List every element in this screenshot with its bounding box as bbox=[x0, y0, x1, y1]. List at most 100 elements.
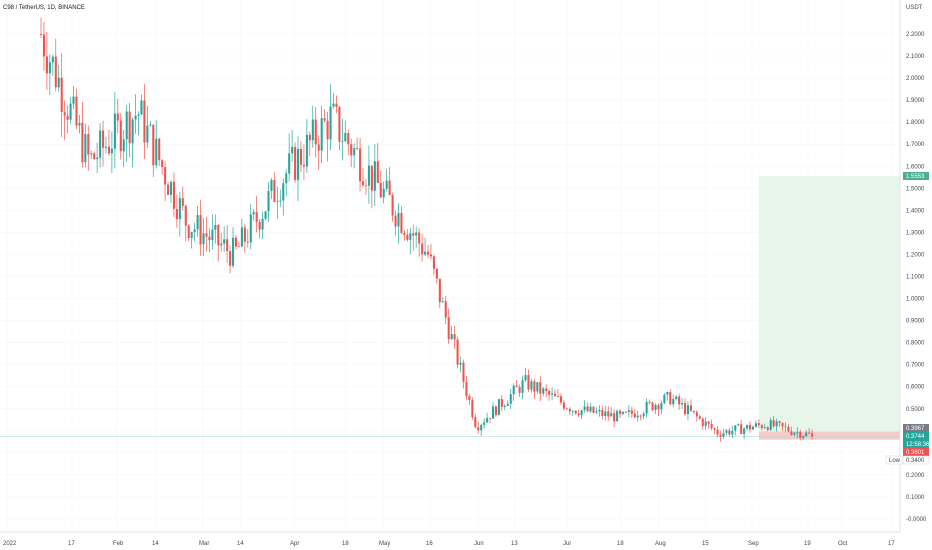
candle-body bbox=[72, 96, 75, 104]
candle-body bbox=[267, 191, 270, 212]
candle-body bbox=[169, 181, 173, 195]
x-tick-label: 17 bbox=[888, 541, 895, 547]
candle-body bbox=[397, 212, 400, 227]
x-tick-label: May bbox=[379, 541, 390, 547]
candle-body bbox=[766, 427, 769, 430]
candle-body bbox=[521, 380, 524, 393]
candle-body bbox=[456, 339, 459, 365]
x-tick-label: 15 bbox=[702, 541, 709, 547]
candle-body bbox=[237, 246, 240, 248]
candle-body bbox=[131, 119, 134, 144]
candle-body bbox=[719, 434, 722, 437]
candle-body bbox=[707, 421, 710, 424]
candle-body bbox=[87, 134, 90, 155]
time-axis[interactable]: 2022 17 Feb 14 Mar 14 Apr 18 May 16 Jun 13 Jul 18 Aug 1… bbox=[3, 541, 895, 547]
y-tick-label: 1.2000 bbox=[906, 252, 925, 258]
candle-body bbox=[636, 415, 639, 418]
candle-body bbox=[678, 396, 681, 405]
candle-body bbox=[716, 429, 719, 435]
candle-body bbox=[689, 405, 692, 411]
candle-body bbox=[793, 432, 796, 435]
candle-body bbox=[530, 381, 533, 390]
candle-body bbox=[415, 232, 418, 236]
candle-body bbox=[474, 417, 477, 428]
candle-body bbox=[243, 227, 246, 242]
candle-body bbox=[376, 161, 379, 183]
y-tick-label: 2.2000 bbox=[906, 32, 925, 38]
candle-body bbox=[524, 375, 527, 381]
candle-body bbox=[515, 385, 518, 388]
y-tick-label: 0.2000 bbox=[906, 473, 925, 479]
y-tick-label: 1.7000 bbox=[906, 142, 925, 148]
candle-body bbox=[551, 393, 554, 395]
candle-body bbox=[60, 77, 63, 112]
candle-body bbox=[784, 426, 787, 428]
candle-body bbox=[527, 375, 530, 390]
candle-body bbox=[329, 106, 332, 140]
candle-body bbox=[155, 138, 158, 166]
candle-body bbox=[429, 254, 433, 257]
candle-body bbox=[601, 409, 604, 416]
candle-body bbox=[432, 256, 435, 269]
candle-body bbox=[291, 147, 294, 154]
candle-body bbox=[181, 198, 184, 206]
price-marker-entry bbox=[903, 424, 929, 432]
candle-body bbox=[84, 134, 87, 163]
candle-body bbox=[347, 133, 350, 145]
y-tick-label: 1.6000 bbox=[906, 164, 925, 170]
candle-body bbox=[619, 410, 622, 414]
candle-body bbox=[382, 188, 385, 198]
candle-body bbox=[781, 422, 784, 427]
candle-body bbox=[116, 113, 119, 121]
candle-body bbox=[675, 396, 678, 400]
price-marker-label: 0.3967 bbox=[906, 426, 925, 432]
candle-body bbox=[344, 133, 347, 142]
candle-body bbox=[146, 125, 149, 143]
candle-body bbox=[214, 225, 217, 230]
candle-body bbox=[373, 161, 376, 191]
candle-body bbox=[568, 408, 571, 412]
candle-body bbox=[285, 173, 288, 184]
candle-body bbox=[695, 412, 698, 417]
candle-body bbox=[110, 148, 113, 154]
candle-body bbox=[51, 56, 54, 63]
y-tick-label: -0.0000 bbox=[906, 517, 927, 523]
candle-body bbox=[81, 122, 84, 163]
gridlines bbox=[0, 0, 900, 532]
candle-body bbox=[772, 420, 775, 427]
candle-body bbox=[202, 233, 205, 245]
candle-body bbox=[335, 103, 338, 107]
price-marker-target bbox=[903, 172, 929, 180]
candle-body bbox=[545, 388, 548, 391]
candle-body bbox=[403, 232, 406, 235]
candle-body bbox=[562, 402, 565, 409]
candlestick-series[interactable] bbox=[40, 17, 814, 442]
candle-body bbox=[787, 427, 790, 432]
candle-body bbox=[533, 381, 536, 392]
candle-body bbox=[93, 153, 96, 159]
candle-body bbox=[308, 134, 311, 141]
candle-body bbox=[78, 122, 81, 126]
candle-body bbox=[571, 410, 574, 412]
candle-body bbox=[480, 424, 483, 431]
candle-body bbox=[710, 423, 713, 429]
candle-body bbox=[657, 405, 660, 410]
candle-body bbox=[672, 399, 675, 405]
candle-body bbox=[607, 411, 610, 417]
candle-body bbox=[645, 401, 648, 414]
price-marker-stop bbox=[903, 448, 929, 456]
candle-body bbox=[491, 406, 495, 419]
candle-body bbox=[465, 381, 468, 397]
candle-body bbox=[740, 424, 743, 435]
candle-body bbox=[305, 134, 308, 167]
candle-body bbox=[435, 268, 438, 279]
candle-body bbox=[627, 410, 630, 413]
candle-body bbox=[125, 111, 128, 140]
candle-body bbox=[704, 421, 707, 426]
candle-body bbox=[743, 428, 746, 435]
candle-body bbox=[234, 237, 238, 247]
candle-body bbox=[497, 399, 500, 415]
candle-body bbox=[654, 405, 657, 411]
candle-body bbox=[684, 403, 687, 415]
